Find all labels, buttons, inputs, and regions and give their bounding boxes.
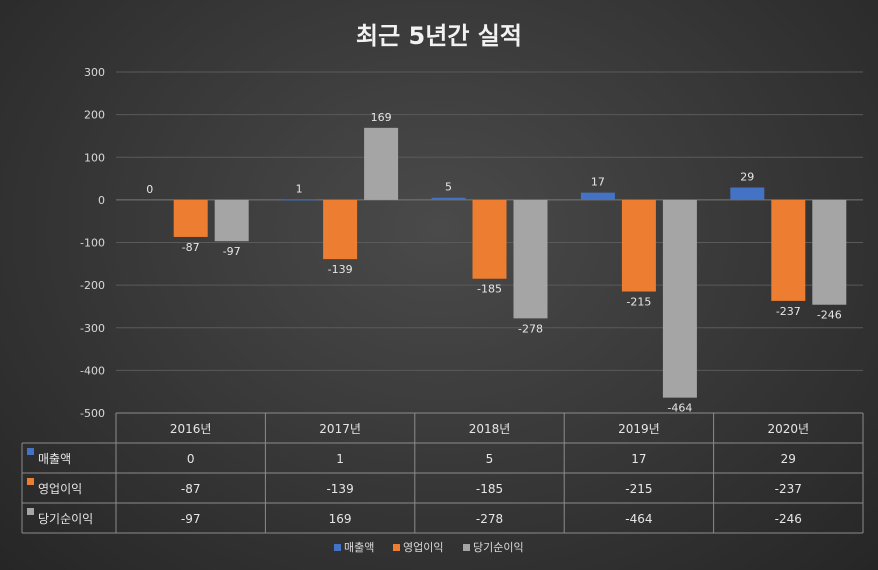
table-cell: 17 (631, 452, 646, 466)
data-label: -185 (477, 283, 502, 296)
data-label: -278 (518, 322, 543, 335)
bar-net-income (364, 127, 399, 200)
table-row-label: 당기순이익 (38, 512, 93, 526)
table-category-header: 2020년 (768, 422, 810, 436)
table-cell: -185 (476, 482, 503, 496)
bar-sales (282, 199, 317, 201)
bar-operating-profit (173, 199, 208, 237)
bar-net-income (513, 199, 548, 319)
y-tick-label: -200 (80, 279, 105, 292)
legend-entry: 당기순이익 (473, 541, 524, 554)
legend-swatch (393, 544, 400, 551)
bars (173, 127, 847, 398)
table-cell: -87 (181, 482, 201, 496)
legend-swatch (463, 544, 470, 551)
bar-net-income (214, 199, 249, 242)
data-label: 5 (445, 181, 452, 194)
data-labels: 0 -87 -97 1 -139 169 5 -185 -278 17 -215 -464 29 -237… (146, 111, 842, 415)
bar-net-income (812, 199, 847, 305)
bar-operating-profit (472, 199, 507, 279)
table-cell: -464 (625, 512, 652, 526)
bar-sales (431, 197, 466, 200)
data-label: 29 (740, 171, 754, 184)
y-tick-label: 300 (84, 66, 105, 79)
data-label: -97 (223, 245, 241, 258)
table-cell: -215 (625, 482, 652, 496)
data-label: 17 (591, 176, 605, 189)
bar-sales (580, 192, 615, 200)
bar-operating-profit (323, 199, 358, 260)
table-legend-key (27, 478, 34, 485)
table-cell: -97 (181, 512, 201, 526)
table-legend-key (27, 448, 34, 455)
table-cell: -139 (326, 482, 353, 496)
table-cell: -278 (476, 512, 503, 526)
table-cell: 0 (187, 452, 195, 466)
y-tick-label: -300 (80, 322, 105, 335)
data-label: -246 (817, 309, 842, 322)
legend-entry: 매출액 (344, 541, 374, 554)
data-label: -237 (776, 305, 801, 318)
y-tick-label: -400 (80, 364, 105, 377)
table-row-label: 매출액 (38, 452, 71, 466)
y-tick-label: 100 (84, 151, 105, 164)
data-label: 169 (371, 111, 392, 124)
table-cell: 5 (486, 452, 494, 466)
table-cell: -246 (775, 512, 802, 526)
table-legend-key (27, 508, 34, 515)
y-tick-label: 200 (84, 109, 105, 122)
data-label: -464 (667, 402, 692, 415)
y-tick-label: -100 (80, 237, 105, 250)
data-label: -87 (182, 241, 200, 254)
table-category-header: 2017년 (319, 422, 361, 436)
bar-sales (730, 187, 765, 200)
y-axis: 300 200 100 0 -100 -200 -300 -400 -500 (80, 66, 105, 420)
y-tick-label: 0 (98, 194, 105, 207)
data-label: -139 (328, 263, 353, 276)
y-tick-label: -500 (80, 407, 105, 420)
bar-net-income (662, 199, 697, 398)
data-label: 1 (296, 182, 303, 195)
table-row-label: 영업이익 (38, 482, 82, 496)
table-category-header: 2018년 (469, 422, 511, 436)
bar-operating-profit (771, 199, 806, 301)
table-cell: 169 (329, 512, 352, 526)
chart-title: 최근 5년간 실적 (356, 22, 522, 50)
bar-operating-profit (621, 199, 656, 292)
legend: 매출액 영업이익 당기순이익 (334, 541, 524, 554)
table-cell: 29 (781, 452, 796, 466)
table-category-header: 2019년 (618, 422, 660, 436)
table-category-header: 2016년 (170, 422, 212, 436)
data-label: -215 (626, 296, 651, 309)
table-cell: 1 (336, 452, 344, 466)
legend-entry: 영업이익 (403, 541, 443, 554)
data-label: 0 (146, 183, 153, 196)
table-cell: -237 (775, 482, 802, 496)
legend-swatch (334, 544, 341, 551)
